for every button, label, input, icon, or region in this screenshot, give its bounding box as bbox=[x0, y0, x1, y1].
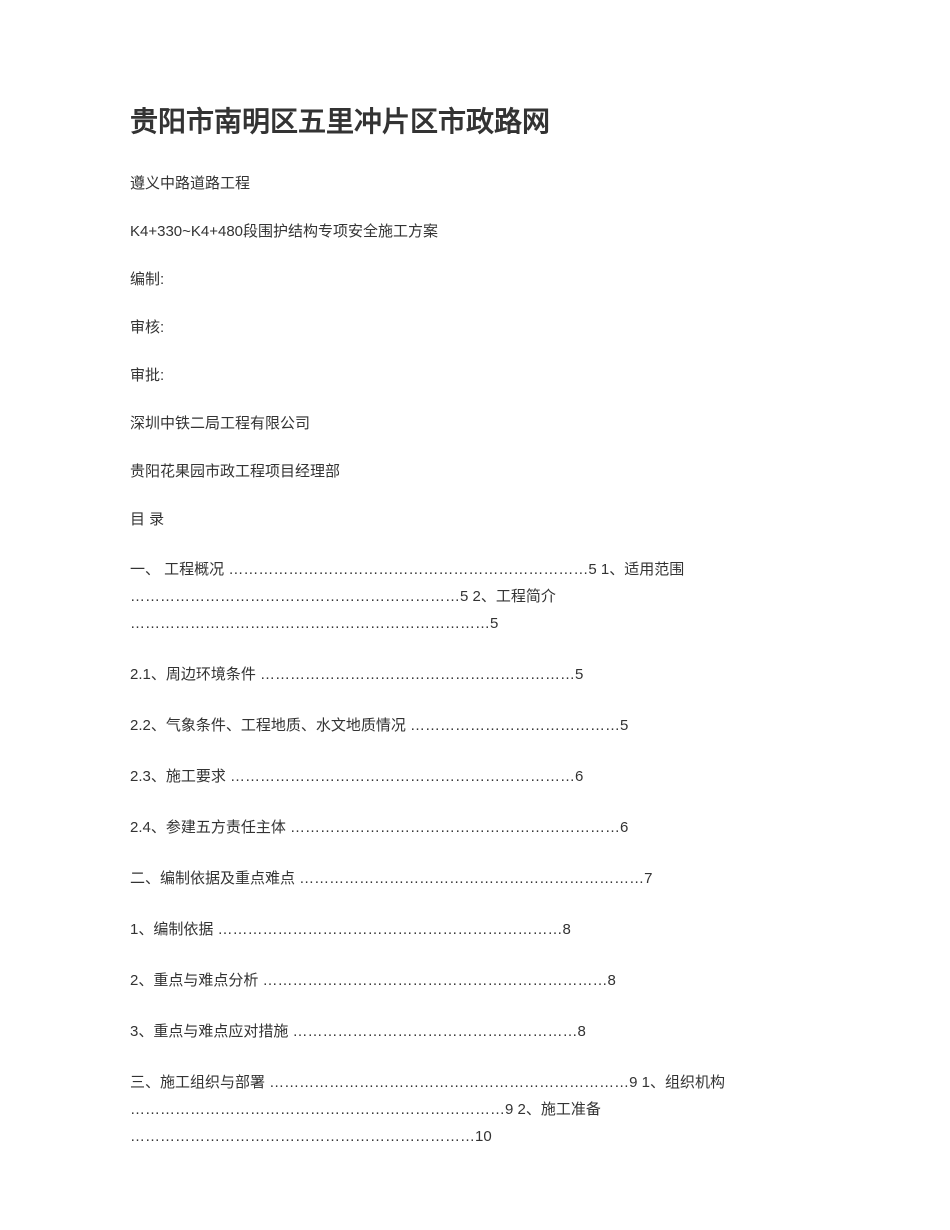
toc-item: 2.3、施工要求 ……………………………………………………………6 bbox=[130, 763, 820, 790]
toc-item: 2.2、气象条件、工程地质、水文地质情况 ……………………………………5 bbox=[130, 712, 820, 739]
document-title: 贵阳市南明区五里冲片区市政路网 bbox=[130, 100, 820, 140]
toc-item: 三、施工组织与部署 ………………………………………………………………9 1、组织… bbox=[130, 1069, 820, 1150]
toc-item: 一、 工程概况 ………………………………………………………………5 1、适用范围… bbox=[130, 556, 820, 637]
toc-header: 目 录 bbox=[130, 508, 820, 532]
toc-item: 1、编制依据 ……………………………………………………………8 bbox=[130, 916, 820, 943]
subtitle-section: K4+330~K4+480段围护结构专项安全施工方案 bbox=[130, 220, 820, 244]
approved-by: 审批: bbox=[130, 364, 820, 388]
toc-item: 3、重点与难点应对措施 …………………………………………………8 bbox=[130, 1018, 820, 1045]
toc-item: 2.4、参建五方责任主体 …………………………………………………………6 bbox=[130, 814, 820, 841]
toc-item: 二、编制依据及重点难点 ……………………………………………………………7 bbox=[130, 865, 820, 892]
compiled-by: 编制: bbox=[130, 268, 820, 292]
company-name-2: 贵阳花果园市政工程项目经理部 bbox=[130, 460, 820, 484]
toc-item: 2、重点与难点分析 ……………………………………………………………8 bbox=[130, 967, 820, 994]
reviewed-by: 审核: bbox=[130, 316, 820, 340]
subtitle-project: 遵义中路道路工程 bbox=[130, 172, 820, 196]
company-name-1: 深圳中铁二局工程有限公司 bbox=[130, 412, 820, 436]
toc-item: 2.1、周边环境条件 ………………………………………………………5 bbox=[130, 661, 820, 688]
